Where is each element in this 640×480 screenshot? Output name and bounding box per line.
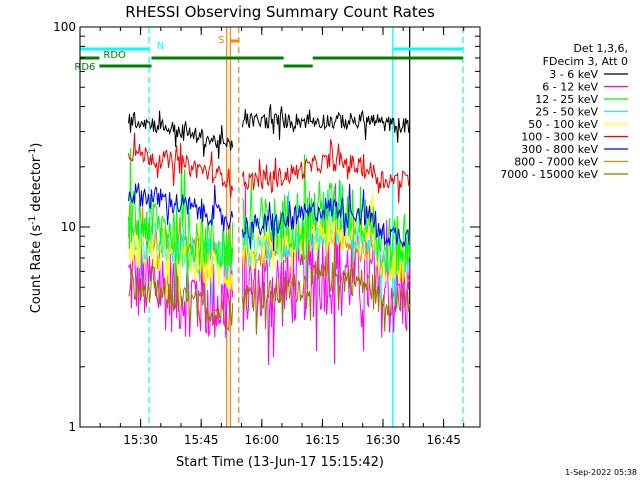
- y-tick-label: 1: [68, 420, 76, 434]
- series-line: [128, 241, 411, 335]
- series-line: [128, 183, 411, 366]
- legend-header-line1: Det 1,3,6,: [573, 42, 628, 55]
- series-lines: [128, 104, 411, 366]
- series-line: [128, 132, 411, 204]
- flag-label: RD6: [74, 62, 95, 73]
- footer-timestamp: 1-Sep-2022 05:38: [565, 468, 637, 477]
- legend-entry-label: 800 - 7000 keV: [514, 156, 598, 169]
- legend-entry-label: 300 - 800 keV: [521, 143, 598, 156]
- legend-entry-label: 100 - 300 keV: [521, 131, 598, 144]
- y-tick-label: 100: [53, 20, 76, 34]
- flag-label: N: [157, 41, 164, 52]
- legend-entry-label: 6 - 12 keV: [542, 81, 598, 94]
- legend-entry-label: 12 - 25 keV: [535, 93, 598, 106]
- x-axis-label: Start Time (13-Jun-17 15:15:42): [176, 455, 384, 470]
- y-tick-label: 10: [61, 220, 76, 234]
- series-line: [128, 183, 411, 252]
- chart-title: RHESSI Observing Summary Count Rates: [125, 3, 435, 21]
- legend-entry-label: 3 - 6 keV: [549, 68, 598, 81]
- legend-entry-label: 50 - 100 keV: [528, 118, 598, 131]
- x-tick-label: 16:15: [305, 433, 340, 447]
- legend-header-line2: FDecim 3, Att 0: [543, 55, 628, 68]
- flag-label: S: [218, 35, 224, 46]
- x-tick-label: 15:30: [123, 433, 158, 447]
- legend-entry-label: 25 - 50 keV: [535, 106, 598, 119]
- y-axis-label: Count Rate (s-1 detector-1): [28, 143, 44, 314]
- x-tick-label: 16:45: [426, 433, 461, 447]
- x-tick-label: 16:00: [245, 433, 280, 447]
- flag-label: RDO: [103, 50, 126, 61]
- axes: 15:30 15:45 16:00 16:15 16:30 16:45 1 10 100: [53, 20, 481, 447]
- x-tick-label: 16:30: [366, 433, 401, 447]
- legend-entry-label: 7000 - 15000 keV: [500, 168, 598, 181]
- flag-bars: N RDO RD6 S: [74, 35, 464, 73]
- x-tick-label: 15:45: [184, 433, 219, 447]
- series-line: [128, 104, 411, 159]
- series-line: [128, 148, 411, 304]
